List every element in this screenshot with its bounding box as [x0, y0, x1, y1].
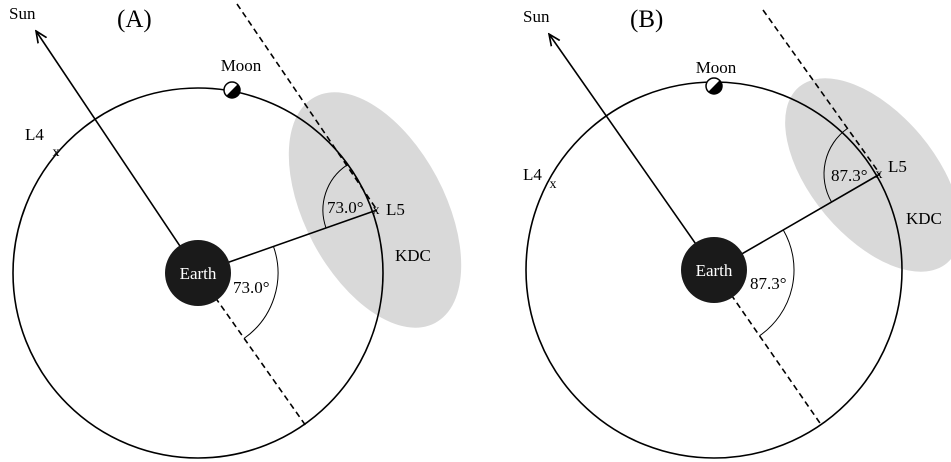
- angle-center-label: 73.0°: [233, 278, 270, 297]
- moon-label: Moon: [696, 58, 737, 77]
- moon-label: Moon: [221, 56, 262, 75]
- moon-orbit: [12, 87, 384, 459]
- l4-marker: x: [53, 145, 60, 160]
- l5-marker: x: [876, 167, 883, 182]
- dashed-line-upper: [762, 9, 881, 175]
- angle-l5-label: 73.0°: [327, 198, 364, 217]
- earth: [681, 237, 747, 303]
- moon-icon: [705, 77, 723, 95]
- sun-label: Sun: [9, 4, 36, 23]
- angle-center-label: 87.3°: [750, 274, 787, 293]
- angle-l5-label: 87.3°: [831, 166, 868, 185]
- panel-label-b: (B): [630, 6, 663, 33]
- panel-b: Earth Moon x L4 x L5 Sun KDC 87.3° 87.3°…: [523, 6, 951, 459]
- l5-marker: x: [373, 203, 380, 218]
- sun-direction-line: [549, 34, 715, 271]
- dashed-line-upper: [236, 3, 378, 211]
- kdc-region: [785, 78, 951, 272]
- panel-a: Earth Moon x L4 x L5 Sun KDC 73.0° 73.0°…: [9, 3, 462, 459]
- kdc-label: KDC: [906, 209, 942, 228]
- sun-label: Sun: [523, 7, 550, 26]
- angle-arc-l5: [823, 127, 848, 203]
- angle-arc-center: [243, 246, 279, 339]
- earth: [165, 240, 231, 306]
- angle-arc-center: [759, 229, 795, 337]
- earth-label: Earth: [696, 261, 733, 280]
- l5-label: L5: [386, 200, 405, 219]
- l5-label: L5: [888, 157, 907, 176]
- l4-marker: x: [550, 177, 557, 192]
- angle-arc-l5: [322, 164, 347, 229]
- sun-direction-line: [36, 31, 199, 274]
- earth-label: Earth: [180, 264, 217, 283]
- l4-label: L4: [523, 165, 542, 184]
- l4-label: L4: [25, 125, 44, 144]
- kdc-label: KDC: [395, 246, 431, 265]
- moon-icon: [223, 81, 241, 99]
- panel-label-a: (A): [117, 6, 152, 33]
